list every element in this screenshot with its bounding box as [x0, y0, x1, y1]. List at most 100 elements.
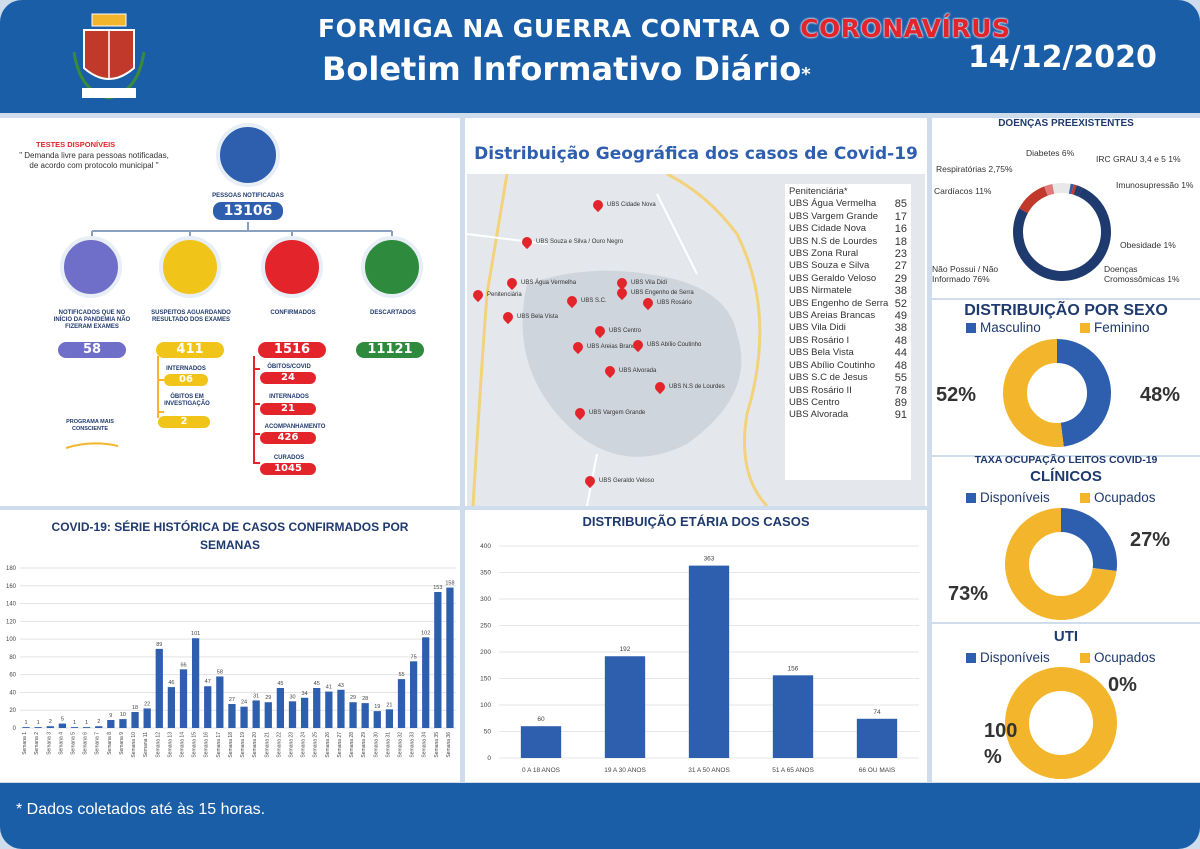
weekly-x-tick: Semana 23 — [289, 732, 295, 758]
weekly-data-label: 1 — [85, 720, 88, 726]
disease-slice — [1075, 186, 1083, 197]
ubs-name: UBS Centro — [789, 396, 840, 408]
tests-title: TESTES DISPONÍVEIS — [36, 140, 116, 149]
monitoring-value: 426 — [260, 432, 316, 444]
weekly-data-label: 10 — [120, 712, 126, 718]
weekly-x-tick: Semana 8 — [107, 732, 113, 755]
weekly-bar — [434, 592, 442, 728]
map-pin-label: UBS Água Vermelha — [521, 280, 577, 286]
map-pin[interactable]: UBS Rosário — [640, 295, 692, 311]
weekly-data-label: 45 — [314, 681, 320, 687]
map-pin[interactable]: UBS Centro — [592, 323, 642, 339]
weekly-data-label: 2 — [49, 719, 52, 725]
weekly-x-tick: Semana 31 — [385, 732, 391, 758]
sex-legend-male: Masculino — [966, 320, 1041, 335]
weekly-x-tick: Semana 13 — [167, 732, 173, 758]
map-pin[interactable]: UBS Vila Didi — [614, 275, 667, 291]
icu-available-text: Disponíveis — [980, 650, 1050, 665]
weekly-x-tick: Semana 27 — [337, 732, 343, 758]
weekly-bar — [300, 697, 309, 728]
weekly-bar — [337, 689, 345, 728]
ubs-count: 78 — [894, 384, 907, 397]
icu-occupied-percent: 100 % — [984, 720, 1018, 768]
ubs-count: 48 — [894, 359, 907, 372]
male-swatch — [966, 323, 976, 334]
map-pin-icon — [582, 473, 598, 489]
weekly-data-label: 47 — [205, 679, 211, 685]
map-pin-label: UBS Vila Didi — [631, 280, 667, 286]
icu-legend-available: Disponíveis — [966, 650, 1050, 665]
map-pin[interactable]: UBS Vargem Grande — [572, 405, 645, 421]
weekly-x-tick: Semana 2 — [34, 732, 40, 755]
age-data-label: 156 — [788, 665, 799, 672]
ubs-count: 91 — [894, 409, 907, 422]
map-pin[interactable]: UBS Alvorada — [602, 363, 656, 379]
ubs-row: UBS Bela Vista 44 — [789, 347, 907, 359]
weekly-y-tick: 160 — [6, 584, 17, 590]
weekly-data-label: 34 — [302, 691, 308, 697]
ubs-count: 49 — [894, 310, 907, 323]
people-group-icon — [216, 123, 280, 187]
weekly-x-tick: Semana 4 — [58, 732, 64, 755]
weekly-bar — [325, 691, 333, 728]
weekly-bar — [240, 706, 248, 728]
icu-title: UTI — [1053, 628, 1079, 645]
map-pin[interactable]: UBS Souza e Silva / Ouro Negro — [519, 234, 624, 250]
ubs-count: 48 — [894, 334, 907, 347]
weekly-x-tick: Semana 18 — [228, 732, 234, 758]
map-pin-label: UBS Souza e Silva / Ouro Negro — [536, 239, 624, 245]
title-line-2-text: Boletim Informativo Diário — [322, 50, 802, 88]
age-x-tick: 19 A 30 ANOS — [604, 767, 646, 774]
map-pin[interactable]: UBS Geraldo Veloso — [582, 473, 654, 489]
ubs-name: UBS Rosário II — [789, 384, 852, 396]
available-swatch — [966, 493, 976, 504]
map-pin[interactable]: UBS N.S de Lourdes — [652, 379, 725, 395]
footer-note: * Dados coletados até às 15 horas. — [16, 801, 266, 818]
program-logo: PROGRAMA MAIS CONSCIENTE — [66, 419, 114, 432]
age-chart-panel: DISTRIBUIÇÃO ETÁRIA DOS CASOS 0 50 100 150 2… — [465, 510, 927, 782]
map-pin[interactable]: UBS Bela Vista — [500, 309, 558, 325]
map-pin-label: UBS Centro — [609, 328, 642, 334]
disease-label: Imunosupressão 1% — [1116, 180, 1194, 190]
sex-slice — [1003, 339, 1064, 447]
weekly-x-tick: Semana 7 — [95, 732, 101, 755]
weekly-x-tick: Semana 6 — [83, 732, 89, 755]
weekly-bar — [313, 688, 321, 728]
female-percent: 52% — [936, 384, 977, 406]
weekly-bar — [228, 704, 236, 728]
map-pin[interactable]: UBS Abílio Coutinho — [630, 337, 701, 353]
disease-slice — [1013, 187, 1111, 281]
map-pin[interactable]: UBS Cidade Nova — [590, 197, 656, 213]
map-pin[interactable]: UBS Engenho de Serra — [614, 285, 694, 301]
bulletin-date: 14/12/2020 — [968, 40, 1157, 75]
tests-panel: TESTES DISPONÍVEIS " Demanda livre para … — [0, 118, 460, 506]
sex-slice — [1056, 339, 1111, 447]
weekly-y-tick: 120 — [6, 619, 17, 625]
map-pin[interactable]: UBS S.C. — [564, 293, 607, 309]
disease-label: Doenças Cromossômicas 1% — [1104, 264, 1180, 284]
weekly-x-tick: Semana 5 — [71, 732, 77, 755]
ubs-row: UBS Água Vermelha 85 — [789, 198, 907, 210]
clinical-available-percent: 27% — [1130, 529, 1171, 551]
weekly-bar — [82, 727, 91, 728]
tests-note: " Demanda livre para pessoas notificadas… — [19, 151, 169, 170]
weekly-x-tick: Semana 17 — [216, 732, 222, 758]
ubs-row: UBS Souza e Silva 27 — [789, 260, 907, 272]
map-pin[interactable]: UBS Areias Brancas — [570, 339, 641, 355]
weekly-x-tick: Semana 35 — [434, 732, 440, 758]
weekly-y-tick: 0 — [13, 726, 17, 732]
age-bar — [856, 718, 898, 758]
weekly-bar — [70, 727, 79, 728]
city-coat-of-arms-icon — [72, 13, 146, 100]
male-percent: 48% — [1140, 384, 1181, 406]
map-pin[interactable]: UBS Água Vermelha — [504, 275, 577, 291]
sex-panel: DISTRIBUIÇÃO POR SEXO Masculino Feminino… — [932, 300, 1200, 455]
header-banner: FORMIGA NA GUERRA CONTRA O CORONAVÍRUS B… — [0, 0, 1200, 113]
weekly-bar — [58, 723, 67, 728]
map-pin[interactable]: Penitenciária — [470, 287, 522, 303]
weekly-data-label: 55 — [398, 672, 404, 678]
weekly-data-label: 2 — [97, 719, 100, 725]
ubs-count: 27 — [894, 260, 907, 273]
ubs-row: UBS Alvorada 91 — [789, 409, 907, 421]
